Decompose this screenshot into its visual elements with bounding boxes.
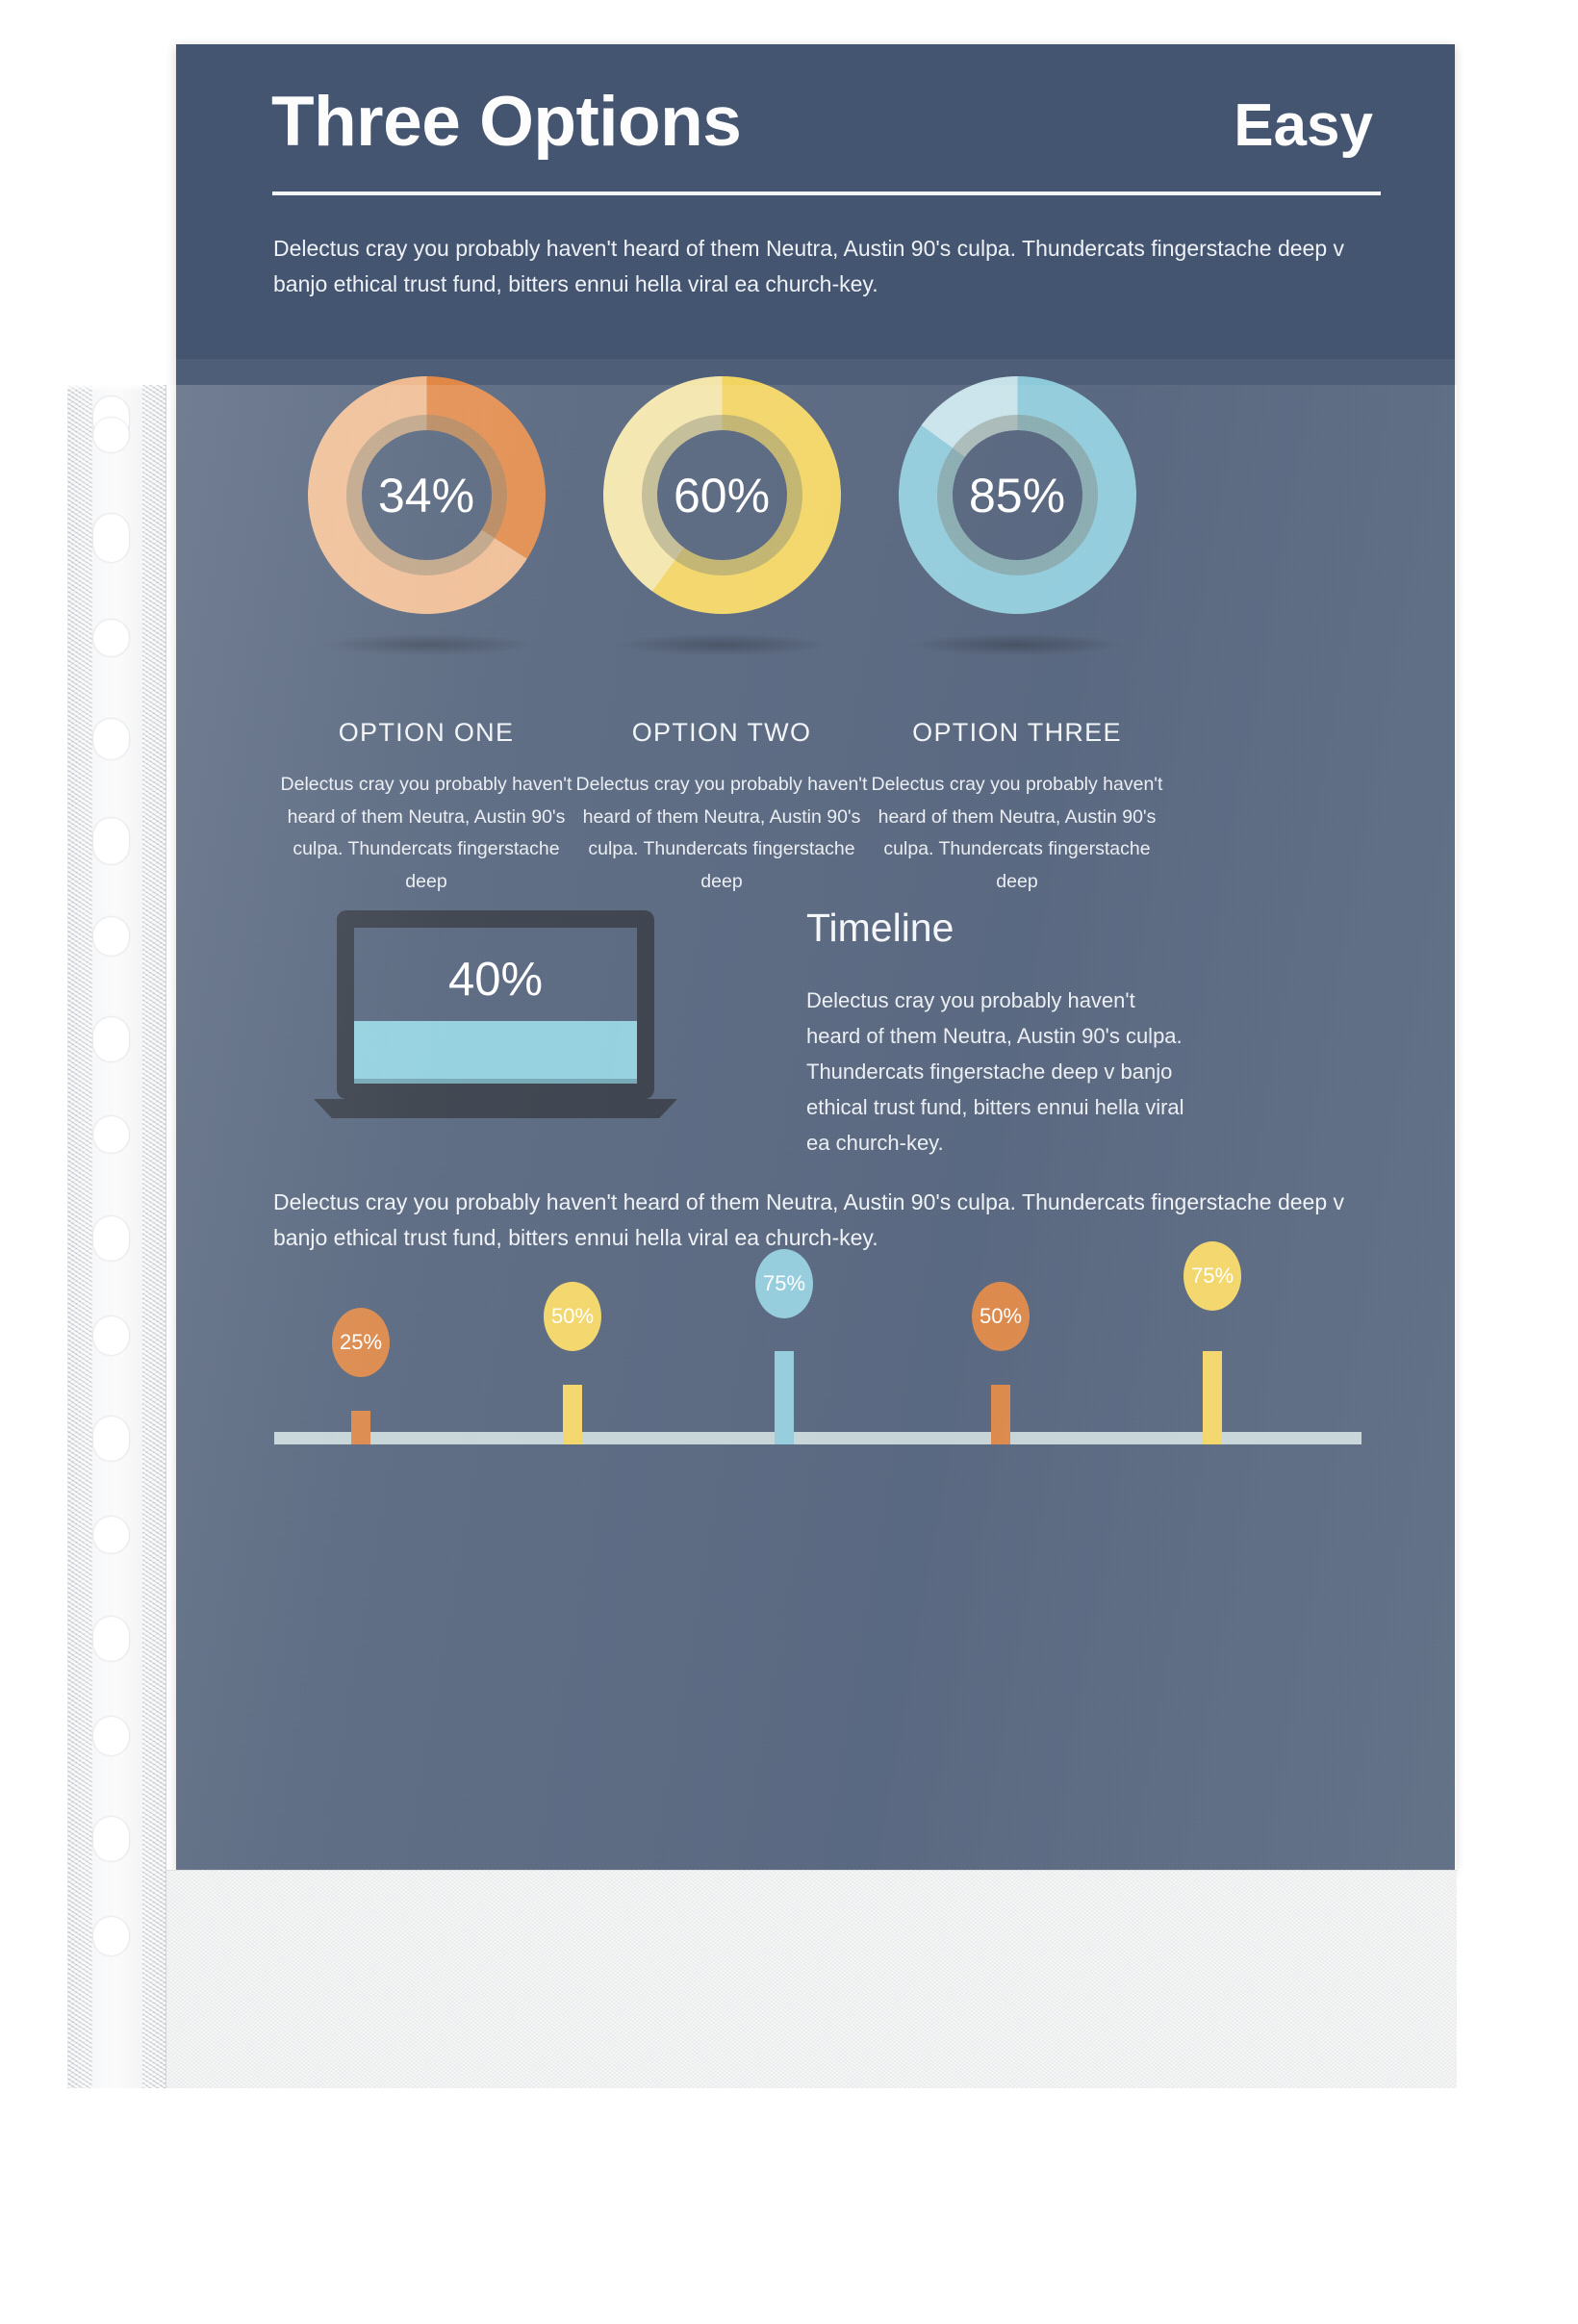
bottom-paragraph: Delectus cray you probably haven't heard… <box>273 1189 1345 1251</box>
page-title-accent: Easy <box>1234 92 1373 159</box>
option-column-two: OPTION TWO Delectus cray you probably ha… <box>568 718 876 898</box>
sleeve-top-edge <box>67 385 165 390</box>
donut-value-one: 34% <box>377 468 475 523</box>
punch-hole-15 <box>93 1617 129 1661</box>
donut-chart-option-two: 60% <box>577 376 866 655</box>
punch-hole-14 <box>93 1517 129 1553</box>
punch-hole-17 <box>93 1817 129 1861</box>
punch-hole-11 <box>93 1216 129 1261</box>
timeline-bubble-label-2: 50% <box>550 1304 595 1328</box>
punch-hole-18 <box>93 1917 129 1955</box>
header-divider <box>272 192 1381 195</box>
page-title: Three Options <box>271 83 742 161</box>
timeline-axis-line <box>274 1432 1362 1444</box>
punch-hole-3 <box>93 418 129 452</box>
donut-value-two: 60% <box>673 468 771 523</box>
timeline-bubble-2: 50% <box>544 1282 601 1351</box>
laptop-screen: 40% <box>354 928 637 1084</box>
donut-shadow-one <box>322 634 530 655</box>
donut-chart-option-three: 85% <box>873 376 1161 655</box>
sleeve-lower-white-area <box>160 1870 1457 2088</box>
timeline-bubble-5: 75% <box>1184 1241 1241 1311</box>
timeline-marker-4: 50% <box>972 1281 1030 1444</box>
laptop-value: 40% <box>447 954 544 1006</box>
timeline-stem-3 <box>775 1351 794 1444</box>
timeline-stem-1 <box>351 1411 370 1444</box>
sleeve-binding-strip <box>67 385 166 2088</box>
donut-center-two: 60% <box>656 430 787 560</box>
poster-header: Three Options Easy Delectus cray you pro… <box>176 44 1455 359</box>
option-title-two: OPTION TWO <box>631 718 812 747</box>
timeline-stem-5 <box>1203 1351 1222 1444</box>
donut-shadow-two <box>618 634 826 655</box>
timeline-paragraph: Delectus cray you probably haven't heard… <box>806 988 1184 1155</box>
option-text-two: Delectus cray you probably haven't heard… <box>575 774 868 892</box>
punch-hole-1 <box>93 396 129 441</box>
option-text-three: Delectus cray you probably haven't heard… <box>871 774 1163 892</box>
timeline-bubble-label-3: 75% <box>762 1271 806 1295</box>
timeline-text-block: Timeline Delectus cray you probably have… <box>806 908 1307 1162</box>
timeline-bubble-label-5: 75% <box>1190 1264 1234 1288</box>
laptop-lid: 40% <box>337 910 654 1099</box>
timeline-heading: Timeline <box>806 906 954 950</box>
donut-value-three: 85% <box>968 468 1066 523</box>
timeline-bubble-3: 75% <box>755 1249 813 1318</box>
donut-chart-row: 34% 60% <box>176 376 1455 665</box>
punch-hole-10 <box>93 1116 129 1153</box>
punch-hole-8 <box>93 917 129 956</box>
timeline-bubble-1: 25% <box>332 1308 390 1377</box>
timeline-bubble-label-4: 50% <box>979 1304 1023 1328</box>
timeline-bubble-4: 50% <box>972 1282 1030 1351</box>
timeline-chart: 25% 50% 75% 50% <box>274 1241 1362 1444</box>
donut-center-three: 85% <box>952 430 1082 560</box>
timeline-marker-1: 25% <box>332 1300 390 1444</box>
punch-hole-12 <box>93 1316 129 1355</box>
donut-shadow-three <box>913 634 1121 655</box>
punch-hole-6 <box>93 719 129 759</box>
option-title-three: OPTION THREE <box>912 718 1122 747</box>
infographic-poster: Three Options Easy Delectus cray you pro… <box>176 44 1455 1870</box>
timeline-stem-4 <box>991 1385 1010 1444</box>
punch-hole-7 <box>93 818 129 864</box>
laptop-fill-bar <box>354 1021 637 1084</box>
timeline-marker-5: 75% <box>1184 1241 1241 1444</box>
header-title-row: Three Options Easy <box>271 87 1373 157</box>
header-paragraph: Delectus cray you probably haven't heard… <box>273 236 1345 297</box>
punch-hole-9 <box>93 1017 129 1061</box>
punch-hole-13 <box>93 1417 129 1461</box>
laptop-fill-shade <box>354 1079 637 1084</box>
laptop-progress-graphic: 40% <box>314 910 713 1132</box>
donut-center-one: 34% <box>361 430 492 560</box>
laptop-base <box>314 1099 677 1118</box>
punch-hole-5 <box>93 620 129 656</box>
donut-chart-option-one: 34% <box>282 376 571 655</box>
timeline-marker-3: 75% <box>755 1249 813 1444</box>
option-title-one: OPTION ONE <box>338 718 515 747</box>
option-column-three: OPTION THREE Delectus cray you probably … <box>863 718 1171 898</box>
punch-hole-4 <box>93 514 129 562</box>
option-text-one: Delectus cray you probably haven't heard… <box>280 774 573 892</box>
option-column-one: OPTION ONE Delectus cray you probably ha… <box>272 718 580 898</box>
timeline-stem-2 <box>563 1385 582 1444</box>
timeline-marker-2: 50% <box>544 1281 601 1444</box>
timeline-bubble-label-1: 25% <box>339 1330 383 1354</box>
punch-hole-16 <box>93 1717 129 1755</box>
